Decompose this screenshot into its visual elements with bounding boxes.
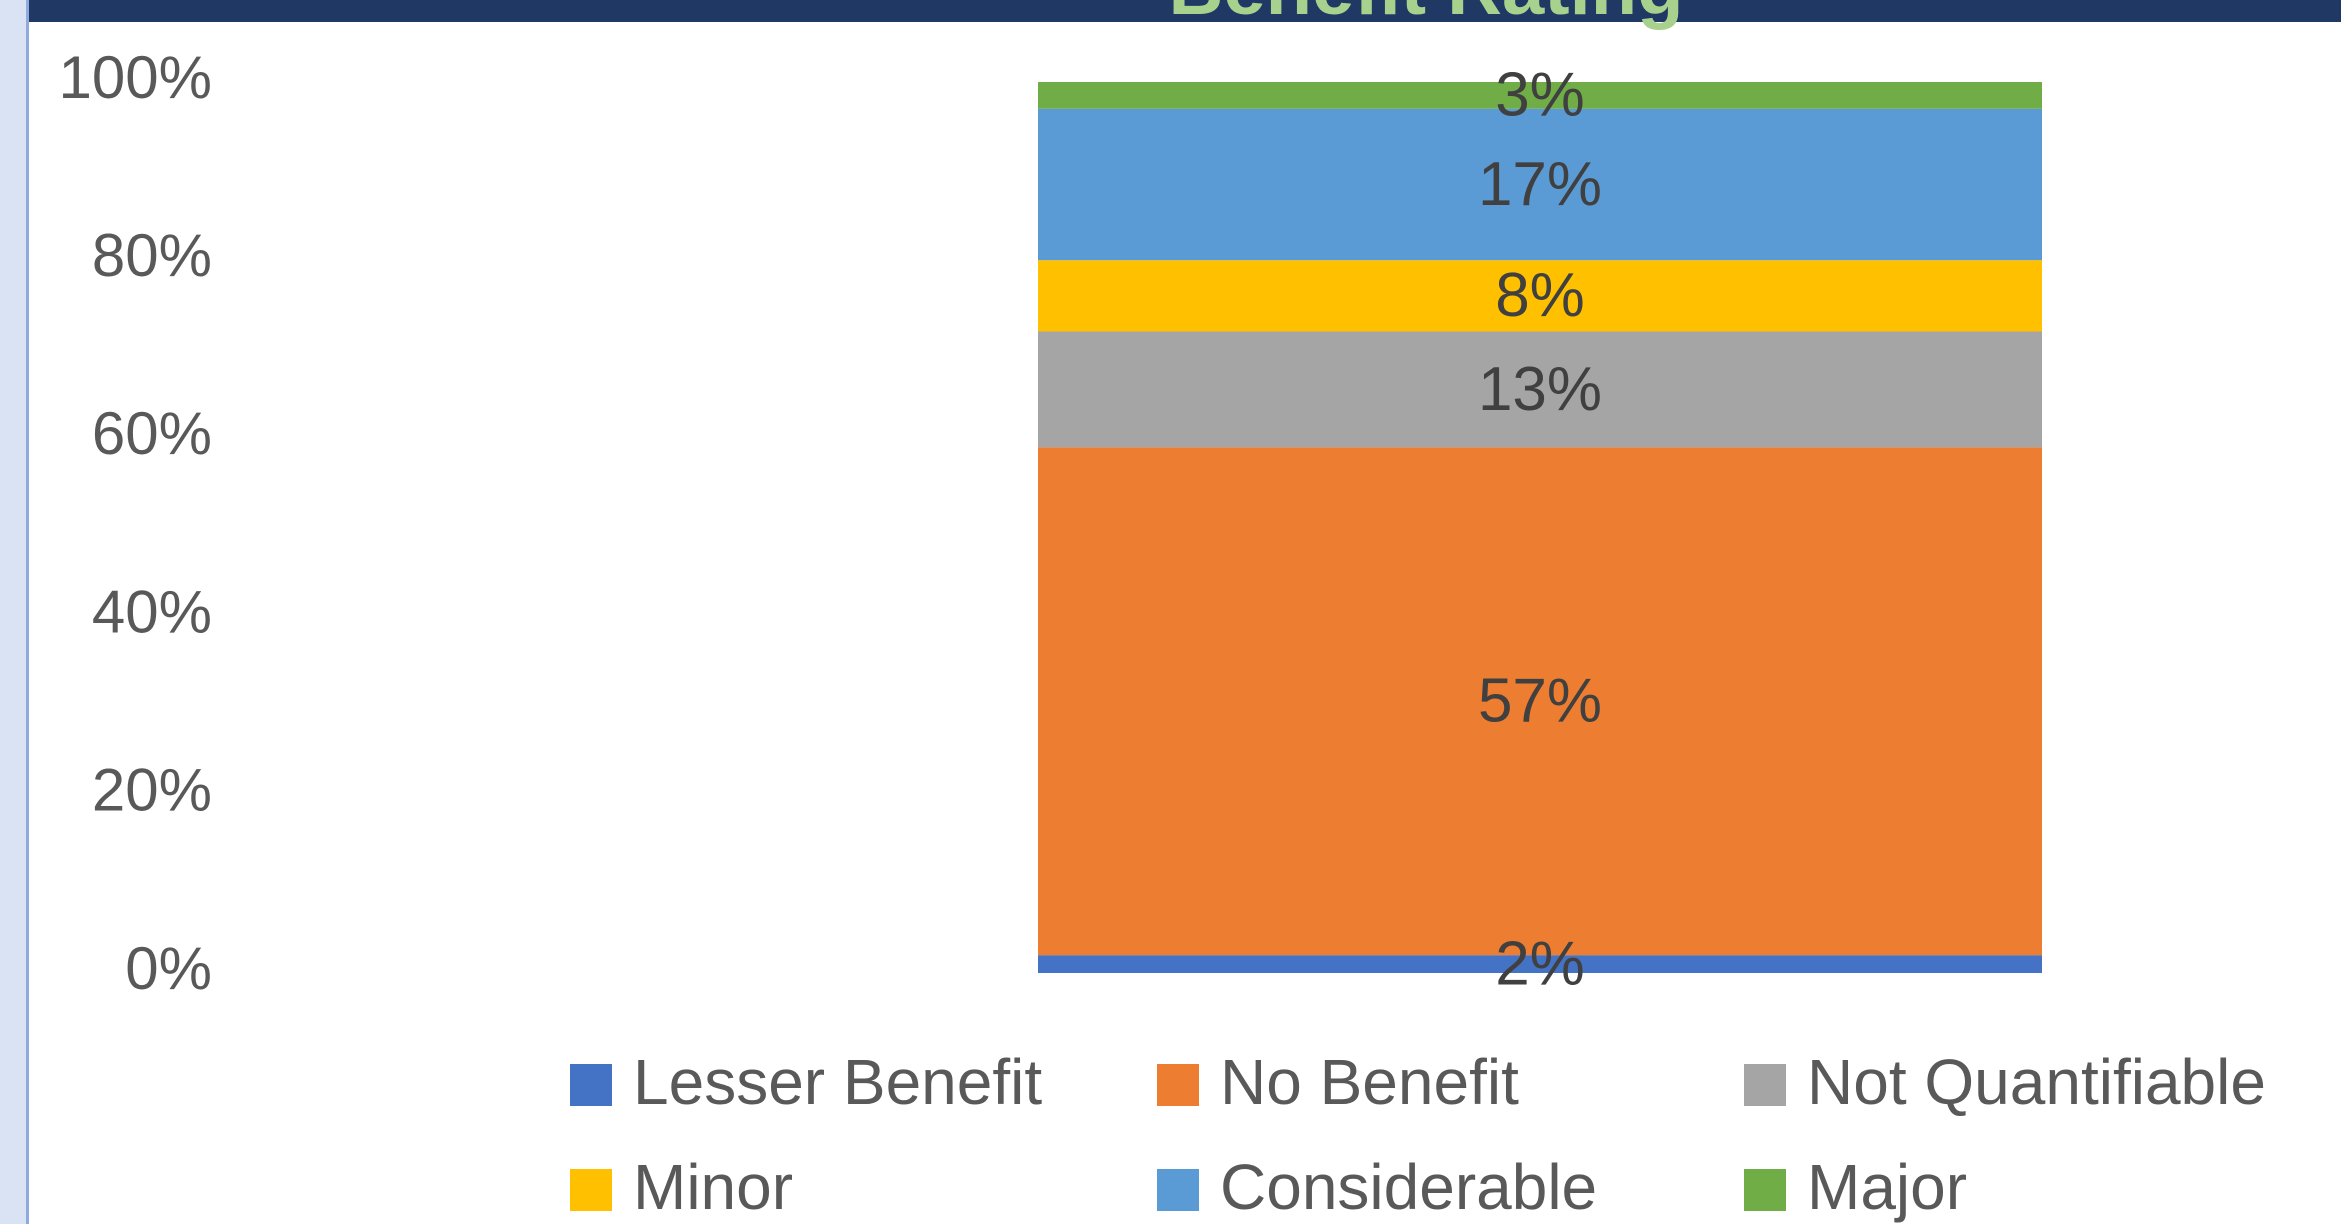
legend-label: Lesser Benefit [633, 1046, 1042, 1118]
legend-label: No Benefit [1220, 1046, 1519, 1118]
chart-title: Benefit Rating [1168, 0, 1683, 31]
data-label: 2% [1495, 929, 1585, 998]
y-tick-label: 60% [92, 400, 212, 467]
bar-segment [1038, 82, 2042, 109]
legend-swatch [1744, 1169, 1786, 1211]
legend-swatch [570, 1064, 612, 1106]
side-border [26, 0, 29, 1224]
y-tick-label: 100% [59, 44, 212, 111]
data-label: 3% [1495, 61, 1585, 130]
y-tick-label: 20% [92, 757, 212, 824]
bar-segment [1038, 108, 2042, 261]
legend-label: Major [1807, 1151, 1967, 1223]
legend-label: Considerable [1220, 1151, 1597, 1223]
bar-segment [1038, 331, 2042, 448]
legend-label: Not Quantifiable [1807, 1046, 2266, 1118]
legend-swatch [1157, 1064, 1199, 1106]
legend-label: Minor [633, 1151, 793, 1223]
bar-segment [1038, 260, 2042, 332]
data-label: 13% [1478, 355, 1602, 424]
legend-swatch [1744, 1064, 1786, 1106]
y-tick-label: 0% [125, 935, 212, 1002]
side-strip [0, 0, 27, 1224]
legend-swatch [1157, 1169, 1199, 1211]
y-tick-label: 40% [92, 578, 212, 645]
y-tick-label: 80% [92, 222, 212, 289]
data-label: 57% [1478, 667, 1602, 736]
header-band [0, 0, 2341, 22]
legend-swatch [570, 1169, 612, 1211]
data-label: 8% [1495, 261, 1585, 330]
bar-segment [1038, 955, 2042, 973]
bar-segment [1038, 447, 2042, 956]
data-label: 17% [1478, 150, 1602, 219]
